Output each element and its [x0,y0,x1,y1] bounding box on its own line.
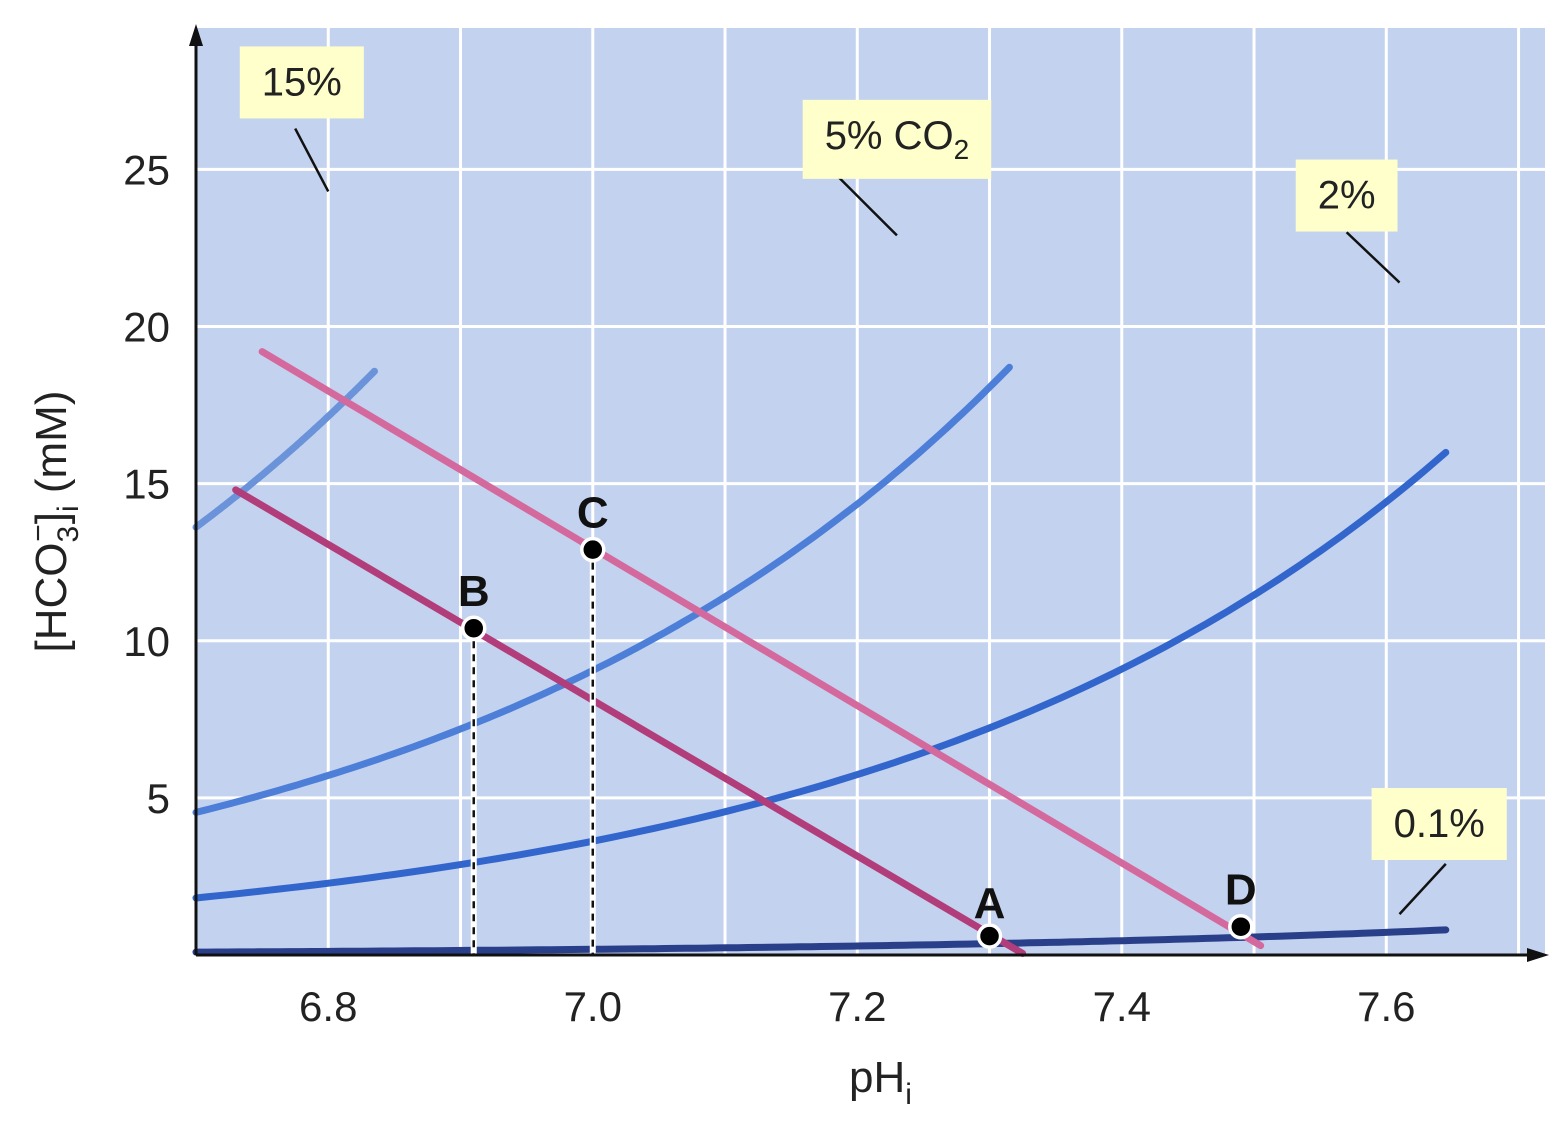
x-tick-label: 7.4 [1093,983,1151,1030]
series-labels: 15% 5% CO2 2% 0.1% [239,46,1507,915]
points-group: A B C D [458,489,1257,949]
label-box-2 [1295,159,1398,232]
series-label-0_1: 0.1% [1394,802,1485,846]
y-axis-title: [HCO3−]i (mM) [22,391,85,653]
y-tick-label: 10 [123,618,170,665]
label-box-5 [802,99,992,179]
y-tick-label: 20 [123,304,170,351]
drop-lines [470,549,596,955]
x-tick-label: 6.8 [299,983,357,1030]
x-tick-label: 7.2 [828,983,886,1030]
point-c [580,536,606,563]
series-label-5: 5% CO2 [825,114,970,165]
label-box-15 [239,46,364,119]
label-leader-2 [1345,231,1401,284]
isopleth-2-line [192,448,1450,902]
label-leader-15 [294,127,330,192]
series-label-2: 2% [1318,174,1376,218]
point-label-d: D [1225,866,1257,915]
label-leader-5 [829,168,898,237]
buffer-line-lower [232,486,1027,957]
x-axis-title: pHi [849,1053,912,1111]
axes [189,24,1549,962]
buffer-line-upper [258,348,1265,950]
point-label-a: A [974,879,1006,928]
x-tick-label: 7.6 [1357,983,1415,1030]
isopleth-5-line [192,363,1013,816]
y-tick-label: 5 [147,775,170,822]
x-tick-label: 7.0 [564,983,622,1030]
point-a [976,923,1003,949]
point-d [1228,913,1254,940]
y-axis-arrow [189,24,203,46]
series-label-15: 15% [262,60,342,104]
point-label-c: C [577,489,609,538]
label-leader-0_1 [1398,863,1447,915]
label-box-0_1 [1371,788,1507,861]
point-b [460,615,487,641]
point-label-b: B [458,567,490,616]
x-axis-arrow [1527,948,1549,962]
y-tick-label: 25 [123,146,170,193]
tick-labels: 6.8 7.0 7.2 7.4 7.6 5 10 15 20 25 [123,146,1415,1030]
y-tick-label: 15 [123,461,170,508]
